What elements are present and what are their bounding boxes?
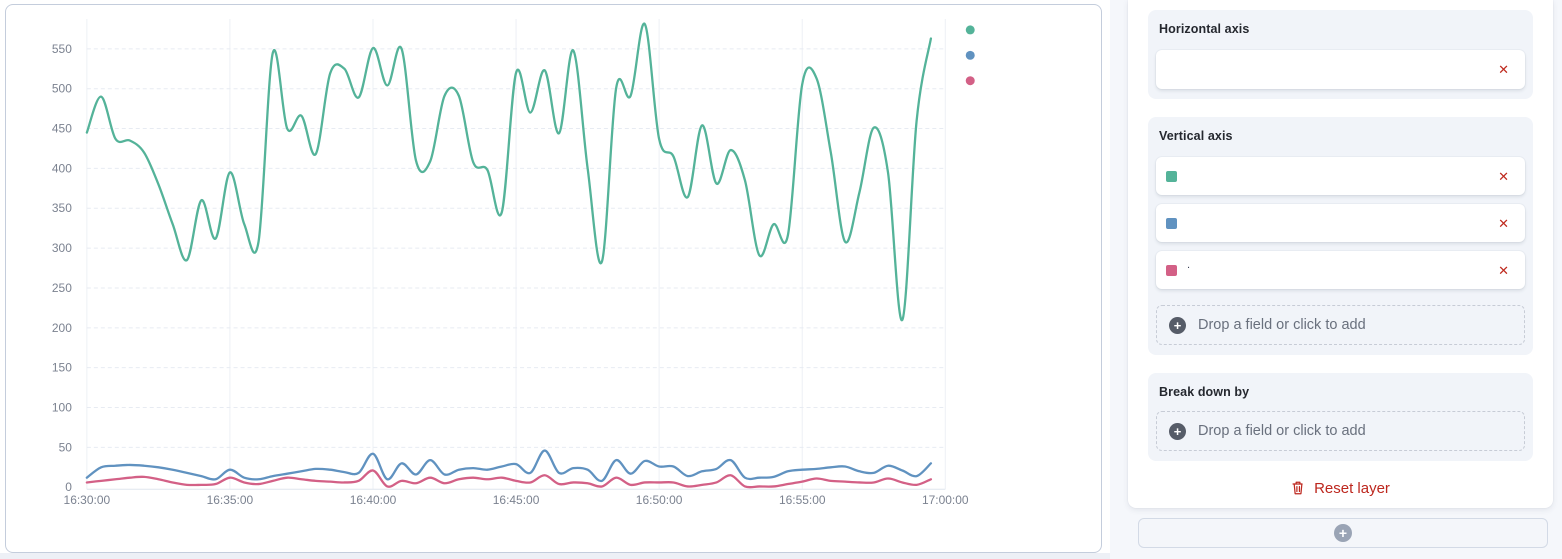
section-vertical-axis: Vertical axis ✕ ✕. ✕ + Drop a field or cli… <box>1148 117 1533 355</box>
svg-text:550: 550 <box>52 42 72 56</box>
plus-circle-icon: + <box>1169 316 1186 334</box>
dimension-color-swatch <box>1166 264 1177 276</box>
drop-field-label: Drop a field or click to add <box>1198 317 1366 333</box>
svg-text:16:35:00: 16:35:00 <box>207 493 254 507</box>
section-break-down: Break down by + Drop a field or click to… <box>1148 373 1533 461</box>
layer-config-sidebar: Horizontal axis ✕ Vertical axis ✕ ✕. ✕ + D… <box>1110 0 1562 559</box>
dimension-label: . <box>1187 259 1191 271</box>
dimension-field-1[interactable]: ✕ <box>1156 157 1525 195</box>
remove-dimension-button[interactable]: ✕ <box>1498 62 1509 77</box>
svg-text:50: 50 <box>59 440 73 454</box>
drop-field-label: Drop a field or click to add <box>1198 423 1366 439</box>
reset-layer-button[interactable]: Reset layer <box>1291 480 1390 497</box>
svg-text:16:30:00: 16:30:00 <box>64 493 111 507</box>
line-chart[interactable]: 16:30:00 16:35:00 16:40:00 16:45:00 16:50:00… <box>6 5 1101 552</box>
svg-text:300: 300 <box>52 241 72 255</box>
svg-text:400: 400 <box>52 161 72 175</box>
reset-layer-row: Reset layer <box>1148 461 1533 515</box>
svg-text:0: 0 <box>65 480 72 494</box>
svg-text:16:55:00: 16:55:00 <box>779 493 826 507</box>
legend-dot-2[interactable] <box>965 50 975 60</box>
svg-text:200: 200 <box>52 321 72 335</box>
drop-field-button-breakdown[interactable]: + Drop a field or click to add <box>1156 411 1525 451</box>
svg-text:16:50:00: 16:50:00 <box>636 493 683 507</box>
svg-text:17:00:00: 17:00:00 <box>922 493 969 507</box>
add-layer-button[interactable]: + <box>1138 518 1548 548</box>
dimension-field-horizontal[interactable]: ✕ <box>1156 50 1525 89</box>
dimension-field-3[interactable]: . ✕ <box>1156 251 1525 289</box>
dimension-list: ✕ ✕. ✕ <box>1156 157 1525 289</box>
reset-layer-label: Reset layer <box>1314 479 1390 497</box>
dimension-color-swatch <box>1166 170 1177 182</box>
section-horizontal-axis: Horizontal axis ✕ <box>1148 10 1533 99</box>
remove-dimension-button[interactable]: ✕ <box>1498 262 1509 278</box>
chart-panel: 16:30:00 16:35:00 16:40:00 16:45:00 16:50:00… <box>5 4 1102 553</box>
svg-text:16:45:00: 16:45:00 <box>493 493 540 507</box>
chart-legend <box>965 25 975 86</box>
legend-dot-3[interactable] <box>965 76 975 86</box>
layer-panel: Horizontal axis ✕ Vertical axis ✕ ✕. ✕ + D… <box>1128 0 1553 508</box>
svg-text:16:40:00: 16:40:00 <box>350 493 397 507</box>
plus-circle-icon: + <box>1169 422 1186 440</box>
remove-dimension-button[interactable]: ✕ <box>1498 215 1509 231</box>
vertical-axis-title: Vertical axis <box>1159 129 1233 143</box>
chart-workspace: 16:30:00 16:35:00 16:40:00 16:45:00 16:50:00… <box>0 4 1110 559</box>
horizontal-axis-title: Horizontal axis <box>1159 22 1250 36</box>
svg-text:450: 450 <box>52 122 72 136</box>
svg-text:500: 500 <box>52 82 72 96</box>
break-down-title: Break down by <box>1159 385 1250 399</box>
trash-icon <box>1292 481 1303 495</box>
svg-text:250: 250 <box>52 281 72 295</box>
remove-dimension-button[interactable]: ✕ <box>1498 168 1509 184</box>
legend-dot-1[interactable] <box>965 25 975 35</box>
svg-text:150: 150 <box>52 361 72 375</box>
svg-text:100: 100 <box>52 401 72 415</box>
plus-icon: + <box>1334 524 1352 542</box>
dimension-color-swatch <box>1166 217 1177 229</box>
drop-field-button-metrics[interactable]: + Drop a field or click to add <box>1156 305 1525 345</box>
svg-text:350: 350 <box>52 201 72 215</box>
dimension-field-2[interactable]: ✕ <box>1156 204 1525 242</box>
